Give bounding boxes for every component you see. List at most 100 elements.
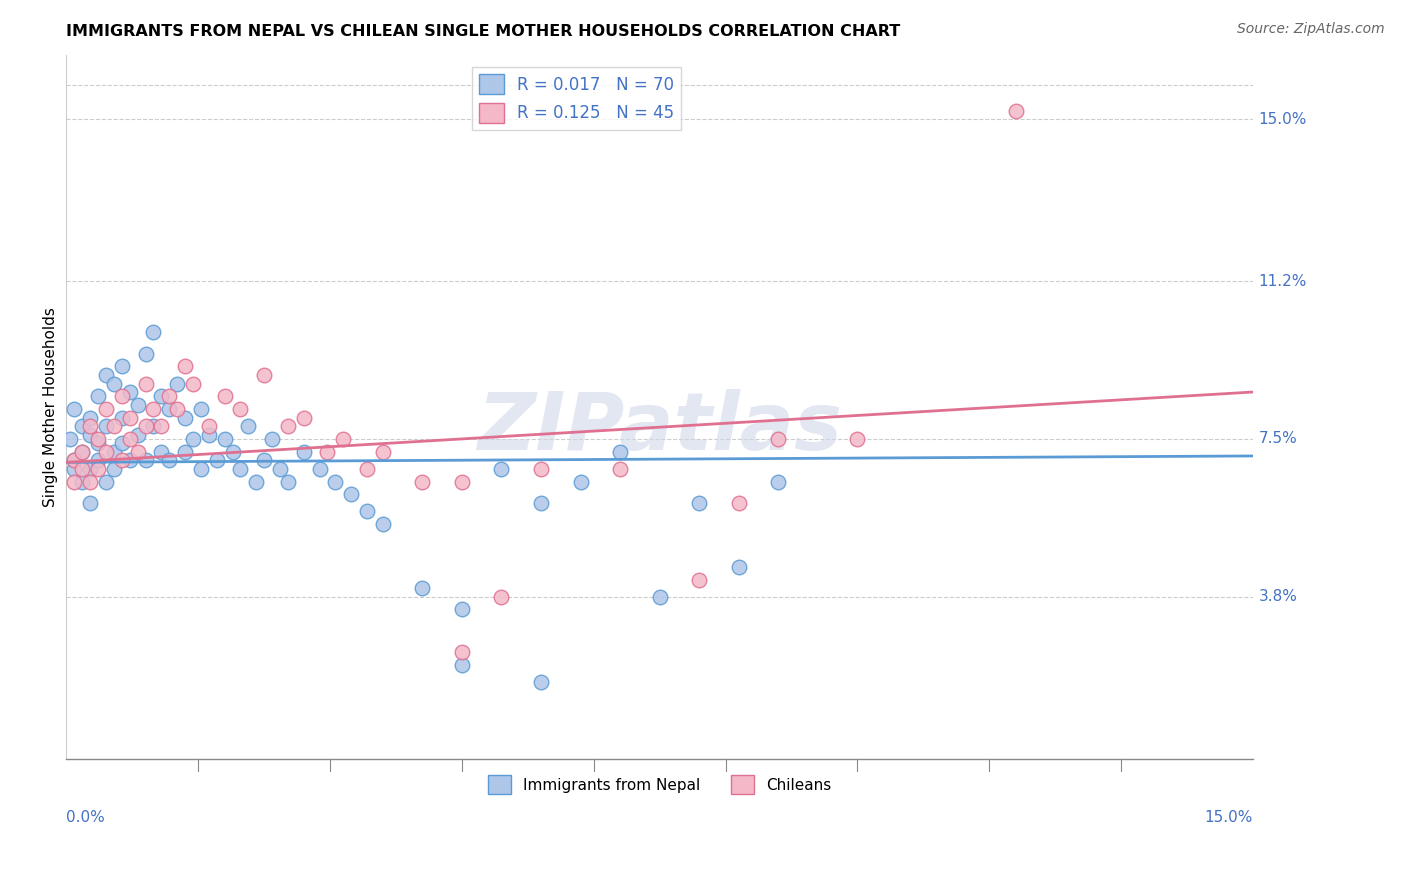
Point <box>609 444 631 458</box>
Point <box>530 674 553 689</box>
Point <box>181 376 204 391</box>
Point <box>174 359 197 374</box>
Point <box>118 432 141 446</box>
Point <box>72 444 94 458</box>
Point <box>214 432 236 446</box>
Point <box>79 475 101 489</box>
Point <box>94 475 117 489</box>
Point <box>79 496 101 510</box>
Point <box>127 444 149 458</box>
Point <box>63 475 86 489</box>
Point <box>111 389 134 403</box>
Text: Source: ZipAtlas.com: Source: ZipAtlas.com <box>1237 22 1385 37</box>
Point <box>79 410 101 425</box>
Point <box>111 359 134 374</box>
Point <box>325 475 347 489</box>
Point <box>356 461 378 475</box>
Point <box>727 559 749 574</box>
Point <box>63 461 86 475</box>
Point <box>277 475 299 489</box>
Point <box>111 436 134 450</box>
Point <box>688 496 710 510</box>
Point <box>491 590 513 604</box>
Point <box>262 432 284 446</box>
Point <box>127 427 149 442</box>
Point <box>166 402 188 417</box>
Point <box>72 475 94 489</box>
Point <box>150 444 173 458</box>
Point <box>569 475 592 489</box>
Point <box>768 475 790 489</box>
Y-axis label: Single Mother Households: Single Mother Households <box>44 307 58 507</box>
Point <box>451 657 474 672</box>
Point <box>451 475 474 489</box>
Point <box>190 461 212 475</box>
Point <box>214 389 236 403</box>
Point <box>451 645 474 659</box>
Text: 7.5%: 7.5% <box>1258 432 1298 446</box>
Text: ZIPatlas: ZIPatlas <box>477 389 842 467</box>
Point <box>87 389 110 403</box>
Point <box>111 453 134 467</box>
Point <box>72 461 94 475</box>
Point <box>87 453 110 467</box>
Point <box>142 402 165 417</box>
Point <box>648 590 671 604</box>
Point <box>94 402 117 417</box>
Point <box>609 461 631 475</box>
Point <box>221 444 243 458</box>
Point <box>94 444 117 458</box>
Point <box>135 419 157 434</box>
Point <box>292 410 315 425</box>
Point <box>103 461 125 475</box>
Point <box>727 496 749 510</box>
Point <box>411 581 433 595</box>
Point <box>356 504 378 518</box>
Point <box>451 602 474 616</box>
Point <box>157 453 180 467</box>
Point <box>79 461 101 475</box>
Point <box>150 389 173 403</box>
Point <box>491 461 513 475</box>
Point <box>308 461 330 475</box>
Text: IMMIGRANTS FROM NEPAL VS CHILEAN SINGLE MOTHER HOUSEHOLDS CORRELATION CHART: IMMIGRANTS FROM NEPAL VS CHILEAN SINGLE … <box>66 24 901 39</box>
Point <box>253 368 276 382</box>
Point <box>688 573 710 587</box>
Point <box>63 402 86 417</box>
Point <box>229 461 252 475</box>
Point <box>118 410 141 425</box>
Point <box>87 432 110 446</box>
Text: 15.0%: 15.0% <box>1205 810 1253 825</box>
Point <box>157 389 180 403</box>
Point <box>198 427 221 442</box>
Point <box>157 402 180 417</box>
Text: 15.0%: 15.0% <box>1258 112 1308 127</box>
Point <box>229 402 252 417</box>
Point <box>118 453 141 467</box>
Point <box>87 461 110 475</box>
Text: 3.8%: 3.8% <box>1258 589 1298 604</box>
Point <box>103 444 125 458</box>
Point <box>63 453 86 467</box>
Point <box>332 432 354 446</box>
Point <box>118 384 141 399</box>
Point <box>316 444 339 458</box>
Point <box>142 419 165 434</box>
Point <box>340 487 363 501</box>
Point <box>63 453 86 467</box>
Point <box>277 419 299 434</box>
Point <box>238 419 260 434</box>
Point <box>181 432 204 446</box>
Point <box>103 376 125 391</box>
Point <box>198 419 221 434</box>
Point <box>111 410 134 425</box>
Point <box>72 444 94 458</box>
Point <box>205 453 228 467</box>
Point <box>150 419 173 434</box>
Point <box>174 410 197 425</box>
Point <box>135 376 157 391</box>
Point <box>530 461 553 475</box>
Point <box>127 398 149 412</box>
Point <box>103 419 125 434</box>
Point <box>166 376 188 391</box>
